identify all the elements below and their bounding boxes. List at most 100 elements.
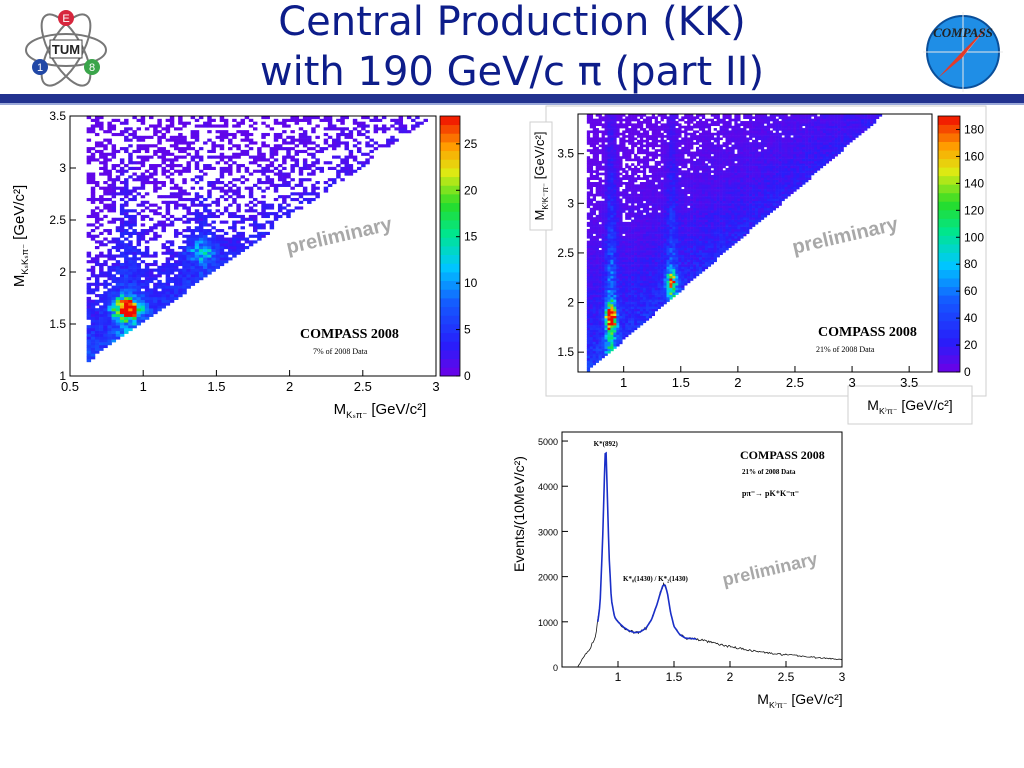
heatmap-cell — [604, 189, 608, 192]
heatmap-cell — [294, 158, 300, 162]
heatmap-cell — [601, 329, 605, 333]
heatmap-cell — [628, 128, 632, 131]
heatmap-cell — [99, 347, 104, 351]
heatmap-cell — [86, 330, 92, 334]
heatmap-cell — [598, 193, 602, 197]
heatmap-cell — [586, 264, 591, 267]
heatmap-cell — [631, 296, 635, 300]
heatmap-cell — [598, 217, 602, 220]
heatmap-cell — [207, 271, 212, 275]
heatmap-cell — [182, 138, 187, 142]
heatmap-cell — [161, 183, 166, 187]
heatmap-cell — [619, 167, 623, 171]
heatmap-cell — [645, 228, 650, 232]
heatmap-cell — [648, 301, 653, 305]
heatmap-cell — [607, 224, 611, 227]
heatmap-cell — [607, 121, 611, 124]
heatmap-cell — [684, 146, 688, 150]
heatmap-cell — [625, 266, 629, 270]
heatmap-cell — [169, 161, 175, 165]
heatmap-cell — [307, 116, 312, 120]
heatmap-cell — [595, 135, 599, 138]
heatmap-cell — [669, 160, 673, 164]
heatmap-cell — [298, 172, 304, 176]
heatmap-cell — [613, 198, 617, 202]
heatmap-cell — [153, 254, 158, 258]
heatmap-cell — [356, 121, 362, 125]
heatmap-cell — [586, 252, 591, 256]
heatmap-cell — [373, 116, 379, 120]
heatmap-cell — [610, 334, 614, 338]
heatmap-cell — [261, 203, 266, 207]
heatmap-cell — [115, 186, 121, 190]
heatmap-cell — [244, 246, 250, 250]
heatmap-cell — [94, 282, 100, 286]
heatmap-cell — [639, 259, 644, 263]
heatmap-cell — [132, 149, 137, 154]
heatmap-cell — [589, 160, 594, 164]
heatmap-cell — [639, 198, 644, 202]
heatmap-cell — [107, 299, 112, 303]
heatmap-cell — [678, 200, 682, 204]
heatmap-cell — [601, 266, 605, 270]
heatmap-cell — [598, 311, 602, 314]
heatmap-cell — [639, 322, 644, 326]
heatmap-cell — [344, 116, 349, 120]
heatmap-cell — [631, 184, 635, 188]
heatmap-cell — [111, 311, 117, 315]
heatmap-cell — [173, 285, 179, 289]
heatmap-cell — [628, 121, 632, 124]
heatmap-cell — [604, 219, 608, 223]
heatmap-cell — [613, 128, 617, 131]
heatmap-cell — [161, 161, 166, 165]
heatmap-cell — [90, 282, 96, 286]
heatmap-cell — [634, 292, 638, 295]
heatmap-cell — [660, 294, 664, 298]
heatmap-cell — [681, 189, 685, 192]
heatmap-cell — [373, 130, 379, 134]
heatmap-cell — [613, 280, 617, 284]
heatmap-cell — [657, 294, 661, 298]
heatmap-cell — [128, 223, 133, 227]
heatmap-cell — [598, 350, 602, 354]
heatmap-cell — [586, 179, 591, 183]
heatmap-cell — [394, 127, 399, 131]
heatmap-cell — [119, 299, 125, 303]
heatmap-cell — [592, 137, 596, 141]
heatmap-cell — [90, 158, 96, 162]
heatmap-cell — [203, 206, 208, 210]
heatmap-cell — [669, 212, 673, 216]
heatmap-cell — [616, 285, 620, 288]
heatmap-cell — [336, 138, 341, 142]
heatmap-cell — [610, 285, 614, 288]
heatmap-cell — [136, 237, 142, 241]
heatmap-cell — [666, 238, 670, 241]
heatmap-cell — [136, 127, 142, 131]
heatmap-cell — [124, 265, 129, 269]
heatmap-cell — [186, 212, 191, 216]
heatmap-cell — [637, 207, 641, 211]
heatmap-cell — [348, 152, 354, 156]
heatmap-cell — [115, 277, 121, 281]
heatmap-cell — [648, 128, 653, 131]
heatmap-cell — [622, 250, 626, 253]
heatmap-cell — [675, 243, 679, 246]
heatmap-cell — [616, 296, 620, 300]
heatmap-cell — [616, 240, 620, 244]
heatmap-cell — [663, 228, 667, 232]
heatmap-cell — [601, 165, 605, 169]
heatmap-cell — [666, 257, 670, 260]
heatmap-cell — [669, 200, 673, 204]
heatmap-cell — [132, 299, 137, 303]
heatmap-cell — [86, 311, 92, 315]
heatmap-cell — [161, 296, 166, 300]
heatmap-cell — [244, 152, 250, 156]
heatmap-cell — [619, 271, 623, 274]
heatmap-cell — [90, 308, 96, 312]
heatmap-cell — [103, 186, 108, 190]
heatmap-cell — [634, 315, 638, 319]
heatmap-cell — [616, 144, 620, 148]
heatmap-cell — [619, 275, 623, 279]
heatmap-cell — [90, 237, 96, 241]
colorbar-label: 15 — [464, 230, 478, 244]
